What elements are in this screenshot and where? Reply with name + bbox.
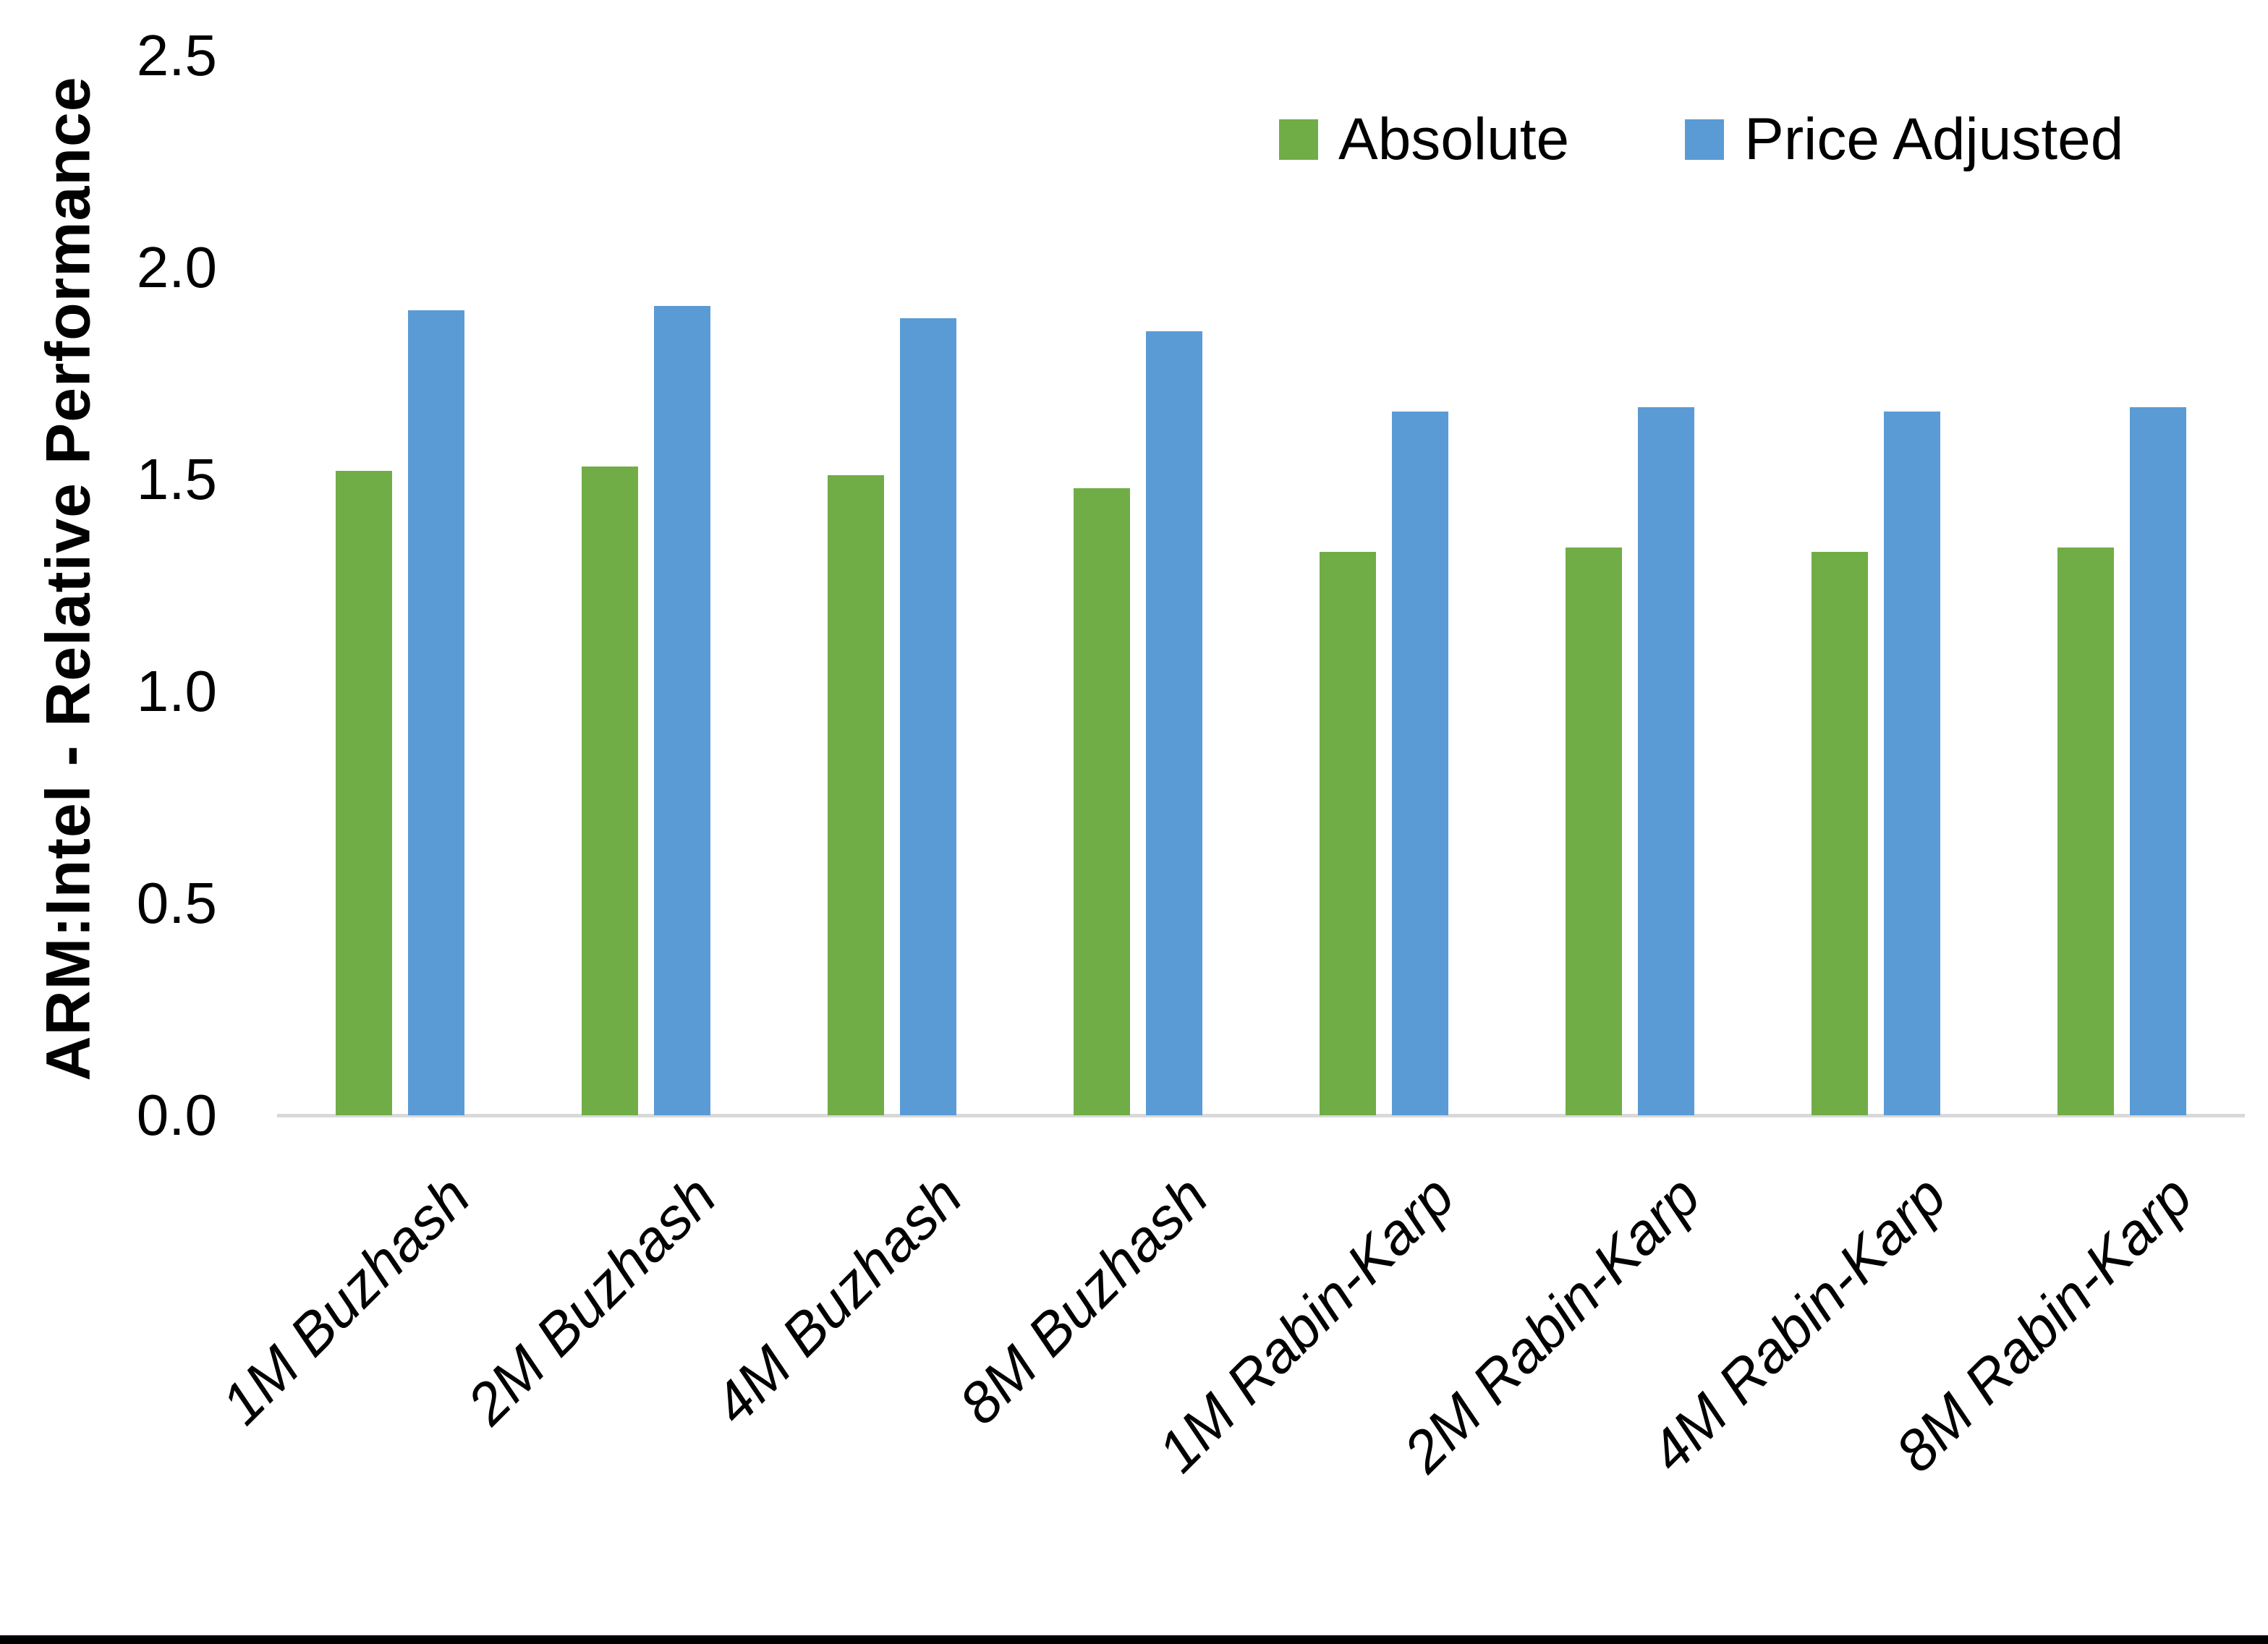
x-axis-label: 2M Buzhash: [455, 1163, 729, 1437]
legend-swatch-icon: [1279, 119, 1318, 160]
bar-absolute: [1320, 551, 1376, 1115]
x-axis-label: 4M Buzhash: [701, 1163, 974, 1437]
x-axis-label: 8M Buzhash: [947, 1163, 1220, 1437]
x-axis-line: [277, 1114, 2245, 1117]
y-tick-label: 0.0: [136, 1083, 217, 1147]
legend-label: Absolute: [1338, 106, 1570, 172]
bar-price-adjusted: [900, 318, 956, 1115]
legend-label: Price Adjusted: [1744, 106, 2124, 172]
bar-absolute: [1074, 487, 1130, 1115]
bar-price-adjusted: [1392, 412, 1448, 1115]
bar-price-adjusted: [2130, 407, 2186, 1115]
x-axis-label: 1M Buzhash: [209, 1163, 483, 1437]
y-tick-label: 1.0: [136, 659, 217, 723]
bar-absolute: [336, 471, 392, 1115]
bar-price-adjusted: [1638, 407, 1694, 1115]
y-tick-label: 2.0: [136, 235, 217, 299]
legend: Absolute Price Adjusted: [1279, 106, 2123, 174]
y-axis-title: ARM:Intel - Relative Performance: [33, 76, 103, 1081]
bottom-border: [0, 1635, 2268, 1644]
legend-item-absolute: Absolute: [1279, 106, 1569, 174]
bar-price-adjusted: [1884, 412, 1940, 1115]
bar-price-adjusted: [654, 305, 710, 1115]
bar-absolute: [1566, 547, 1622, 1115]
legend-swatch-icon: [1685, 119, 1725, 160]
bar-absolute: [2057, 547, 2114, 1115]
bar-absolute: [828, 475, 884, 1115]
legend-item-price-adjusted: Price Adjusted: [1685, 106, 2123, 174]
bar-price-adjusted: [408, 310, 464, 1115]
y-tick-label: 1.5: [136, 447, 217, 511]
bar-absolute: [582, 467, 638, 1115]
bar-absolute: [1812, 551, 1868, 1115]
y-tick-label: 0.5: [136, 871, 217, 935]
bar-price-adjusted: [1146, 331, 1202, 1115]
y-tick-label: 2.5: [136, 23, 217, 88]
